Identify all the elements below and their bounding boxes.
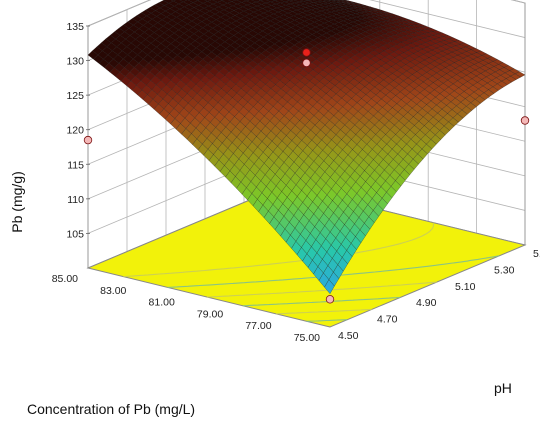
x-tick-label: 79.00 bbox=[197, 308, 223, 320]
x-tick-label: 85.00 bbox=[52, 273, 78, 285]
design-point bbox=[83, 135, 93, 145]
design-point bbox=[520, 116, 530, 125]
z-tick-label: 130 bbox=[66, 56, 84, 68]
wall-gridline bbox=[87, 0, 151, 27]
x-axis-title: Concentration of Pb (mg/L) bbox=[27, 401, 195, 417]
x-tick-label: 77.00 bbox=[245, 320, 271, 332]
z-tick-label: 135 bbox=[66, 21, 84, 33]
y-tick-label: 5.50 bbox=[533, 248, 540, 260]
y-tick-label: 4.70 bbox=[377, 314, 398, 326]
floor-contour-line bbox=[275, 308, 372, 315]
x-tick-label: 75.00 bbox=[294, 332, 320, 344]
x-tick-label: 83.00 bbox=[100, 285, 126, 297]
design-point bbox=[302, 58, 311, 68]
response-surface bbox=[87, 0, 526, 295]
design-points bbox=[83, 48, 530, 304]
y-tick-label: 5.30 bbox=[494, 264, 515, 276]
design-point bbox=[302, 48, 311, 57]
y-tick-label: 4.90 bbox=[416, 297, 437, 309]
z-tick-label: 120 bbox=[66, 125, 84, 137]
z-axis-title: Pb (mg/g) bbox=[9, 171, 25, 232]
z-tick-label: 110 bbox=[67, 194, 84, 206]
y-tick-label: 5.10 bbox=[455, 281, 476, 293]
surface-cell bbox=[324, 279, 335, 295]
y-tick-label: 4.50 bbox=[338, 330, 359, 342]
surface-cell bbox=[170, 0, 177, 2]
floor-contour-line bbox=[207, 281, 437, 298]
z-tick-label: 105 bbox=[66, 228, 84, 240]
z-tick-label: 115 bbox=[67, 159, 84, 171]
z-tick-label: 125 bbox=[66, 90, 84, 102]
wall-gridline bbox=[369, 0, 526, 38]
axis-ticks: 105 110 115 120 125 130 135 75.00 77.00 79.00 81.0… bbox=[52, 21, 540, 344]
design-point bbox=[325, 295, 335, 304]
floor-contour-line bbox=[306, 319, 348, 322]
x-tick-label: 81.00 bbox=[149, 297, 175, 309]
y-axis-title: pH bbox=[494, 380, 512, 396]
